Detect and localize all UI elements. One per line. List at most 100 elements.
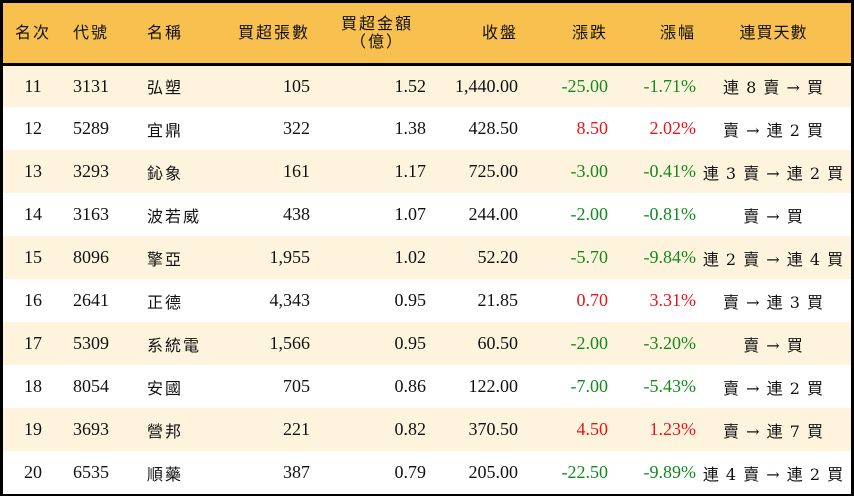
cell-close: 725.00 xyxy=(468,161,519,181)
cell-change: 4.50 xyxy=(576,419,609,439)
cell-close: 205.00 xyxy=(468,462,519,482)
header-change: 漲跌 xyxy=(571,22,608,42)
cell-streak: 賣 → 連 2 買 xyxy=(723,378,824,398)
table-row: 17 5309 系統電 1,566 0.95 60.50 -2.00 -3.20… xyxy=(3,322,851,365)
header-rank: 名次 xyxy=(14,22,51,42)
cell-buy-volume: 1,955 xyxy=(269,247,311,267)
cell-change-pct: -3.20% xyxy=(643,333,697,353)
cell-streak: 賣 → 連 3 買 xyxy=(723,292,824,312)
header-buy-amount: 買超金額 （億） xyxy=(310,3,426,64)
cell-code: 3163 xyxy=(73,204,109,224)
cell-buy-volume: 387 xyxy=(283,462,310,482)
cell-name: 宜鼎 xyxy=(147,120,184,140)
cell-buy-amount: 1.07 xyxy=(394,204,427,224)
cell-change: 8.50 xyxy=(576,118,609,138)
cell-close: 1,440.00 xyxy=(455,75,518,96)
cell-buy-volume: 705 xyxy=(283,376,310,396)
cell-streak: 賣 → 買 xyxy=(743,206,804,226)
header-close: 收盤 xyxy=(481,22,518,42)
header-buy-amount-line2: （億） xyxy=(349,31,404,51)
cell-change: -5.70 xyxy=(570,247,609,267)
cell-close: 52.20 xyxy=(477,247,519,267)
cell-code: 5289 xyxy=(73,118,109,138)
cell-close: 122.00 xyxy=(468,376,519,396)
table-row: 15 8096 擎亞 1,955 1.02 52.20 -5.70 -9.84%… xyxy=(3,236,851,279)
header-name: 名稱 xyxy=(147,22,184,42)
cell-rank: 13 xyxy=(24,161,42,181)
cell-rank: 18 xyxy=(24,376,42,396)
cell-change: -7.00 xyxy=(570,376,609,396)
cell-close: 370.50 xyxy=(468,419,519,439)
net-buy-ranking-table: 名次 代號 名稱 買超張數 買超金額 （億） 收盤 漲跌 漲幅 連買天數 11 … xyxy=(3,3,851,494)
cell-name: 正德 xyxy=(147,292,184,312)
cell-name: 波若威 xyxy=(147,206,202,226)
cell-code: 8054 xyxy=(73,376,109,396)
table-row: 11 3131 弘塑 105 1.52 1,440.00 -25.00 -1.7… xyxy=(3,64,851,107)
header-code: 代號 xyxy=(73,22,110,42)
cell-buy-amount: 0.79 xyxy=(394,462,427,482)
cell-close: 244.00 xyxy=(468,204,519,224)
cell-name: 系統電 xyxy=(147,335,202,355)
cell-change-pct: -1.71% xyxy=(643,75,697,96)
cell-change: -2.00 xyxy=(570,204,609,224)
cell-buy-amount: 1.38 xyxy=(394,118,427,138)
cell-close: 428.50 xyxy=(468,118,519,138)
cell-change: -3.00 xyxy=(570,161,609,181)
cell-name: 安國 xyxy=(147,378,184,398)
header-change-pct: 漲幅 xyxy=(659,22,696,42)
header-streak: 連買天數 xyxy=(739,22,808,42)
cell-rank: 16 xyxy=(24,290,42,310)
cell-buy-volume: 161 xyxy=(283,161,310,181)
cell-name: 順藥 xyxy=(147,464,184,484)
cell-rank: 14 xyxy=(24,204,42,224)
table-row: 18 8054 安國 705 0.86 122.00 -7.00 -5.43% … xyxy=(3,365,851,408)
cell-rank: 19 xyxy=(24,419,42,439)
table-row: 13 3293 鈊象 161 1.17 725.00 -3.00 -0.41% … xyxy=(3,150,851,193)
cell-streak: 連 8 賣 → 買 xyxy=(723,78,824,98)
table-row: 16 2641 正德 4,343 0.95 21.85 0.70 3.31% 賣… xyxy=(3,279,851,322)
header-buy-amount-line1: 買超金額 xyxy=(340,13,413,33)
cell-change-pct: -5.43% xyxy=(643,376,697,396)
cell-name: 弘塑 xyxy=(147,78,184,98)
table-body: 11 3131 弘塑 105 1.52 1,440.00 -25.00 -1.7… xyxy=(3,64,851,494)
table-row: 20 6535 順藥 387 0.79 205.00 -22.50 -9.89%… xyxy=(3,451,851,494)
cell-buy-amount: 0.82 xyxy=(394,419,427,439)
cell-code: 2641 xyxy=(73,290,109,310)
cell-buy-volume: 105 xyxy=(283,75,310,96)
cell-buy-volume: 1,566 xyxy=(269,333,311,353)
cell-streak: 賣 → 連 7 買 xyxy=(723,421,824,441)
cell-change-pct: -0.81% xyxy=(643,204,697,224)
cell-code: 3293 xyxy=(73,161,109,181)
cell-streak: 賣 → 連 2 買 xyxy=(723,120,824,140)
cell-rank: 20 xyxy=(24,462,42,482)
cell-buy-volume: 4,343 xyxy=(269,290,311,310)
cell-change-pct: 3.31% xyxy=(649,290,697,310)
cell-buy-amount: 0.95 xyxy=(394,290,427,310)
cell-streak: 賣 → 買 xyxy=(743,335,804,355)
cell-close: 21.85 xyxy=(477,290,519,310)
cell-change-pct: 2.02% xyxy=(649,118,697,138)
cell-streak: 連 3 賣 → 連 2 買 xyxy=(702,163,845,183)
cell-buy-volume: 438 xyxy=(283,204,310,224)
cell-code: 3693 xyxy=(73,419,109,439)
cell-change: -2.00 xyxy=(570,333,609,353)
cell-rank: 11 xyxy=(24,75,42,96)
cell-change: 0.70 xyxy=(576,290,609,310)
cell-name: 鈊象 xyxy=(147,163,184,183)
cell-buy-volume: 221 xyxy=(283,419,310,439)
header-buy-volume: 買超張數 xyxy=(237,22,310,42)
cell-code: 5309 xyxy=(73,333,109,353)
cell-rank: 12 xyxy=(24,118,42,138)
cell-buy-amount: 1.02 xyxy=(394,247,427,267)
cell-code: 6535 xyxy=(73,462,109,482)
table-row: 12 5289 宜鼎 322 1.38 428.50 8.50 2.02% 賣 … xyxy=(3,107,851,150)
cell-buy-amount: 1.52 xyxy=(394,75,427,96)
cell-buy-volume: 322 xyxy=(283,118,310,138)
cell-name: 擎亞 xyxy=(147,249,184,269)
cell-change-pct: -0.41% xyxy=(643,161,697,181)
cell-buy-amount: 0.95 xyxy=(394,333,427,353)
cell-change-pct: 1.23% xyxy=(649,419,697,439)
table-row: 14 3163 波若威 438 1.07 244.00 -2.00 -0.81%… xyxy=(3,193,851,236)
table-header-row: 名次 代號 名稱 買超張數 買超金額 （億） 收盤 漲跌 漲幅 連買天數 xyxy=(3,3,851,64)
